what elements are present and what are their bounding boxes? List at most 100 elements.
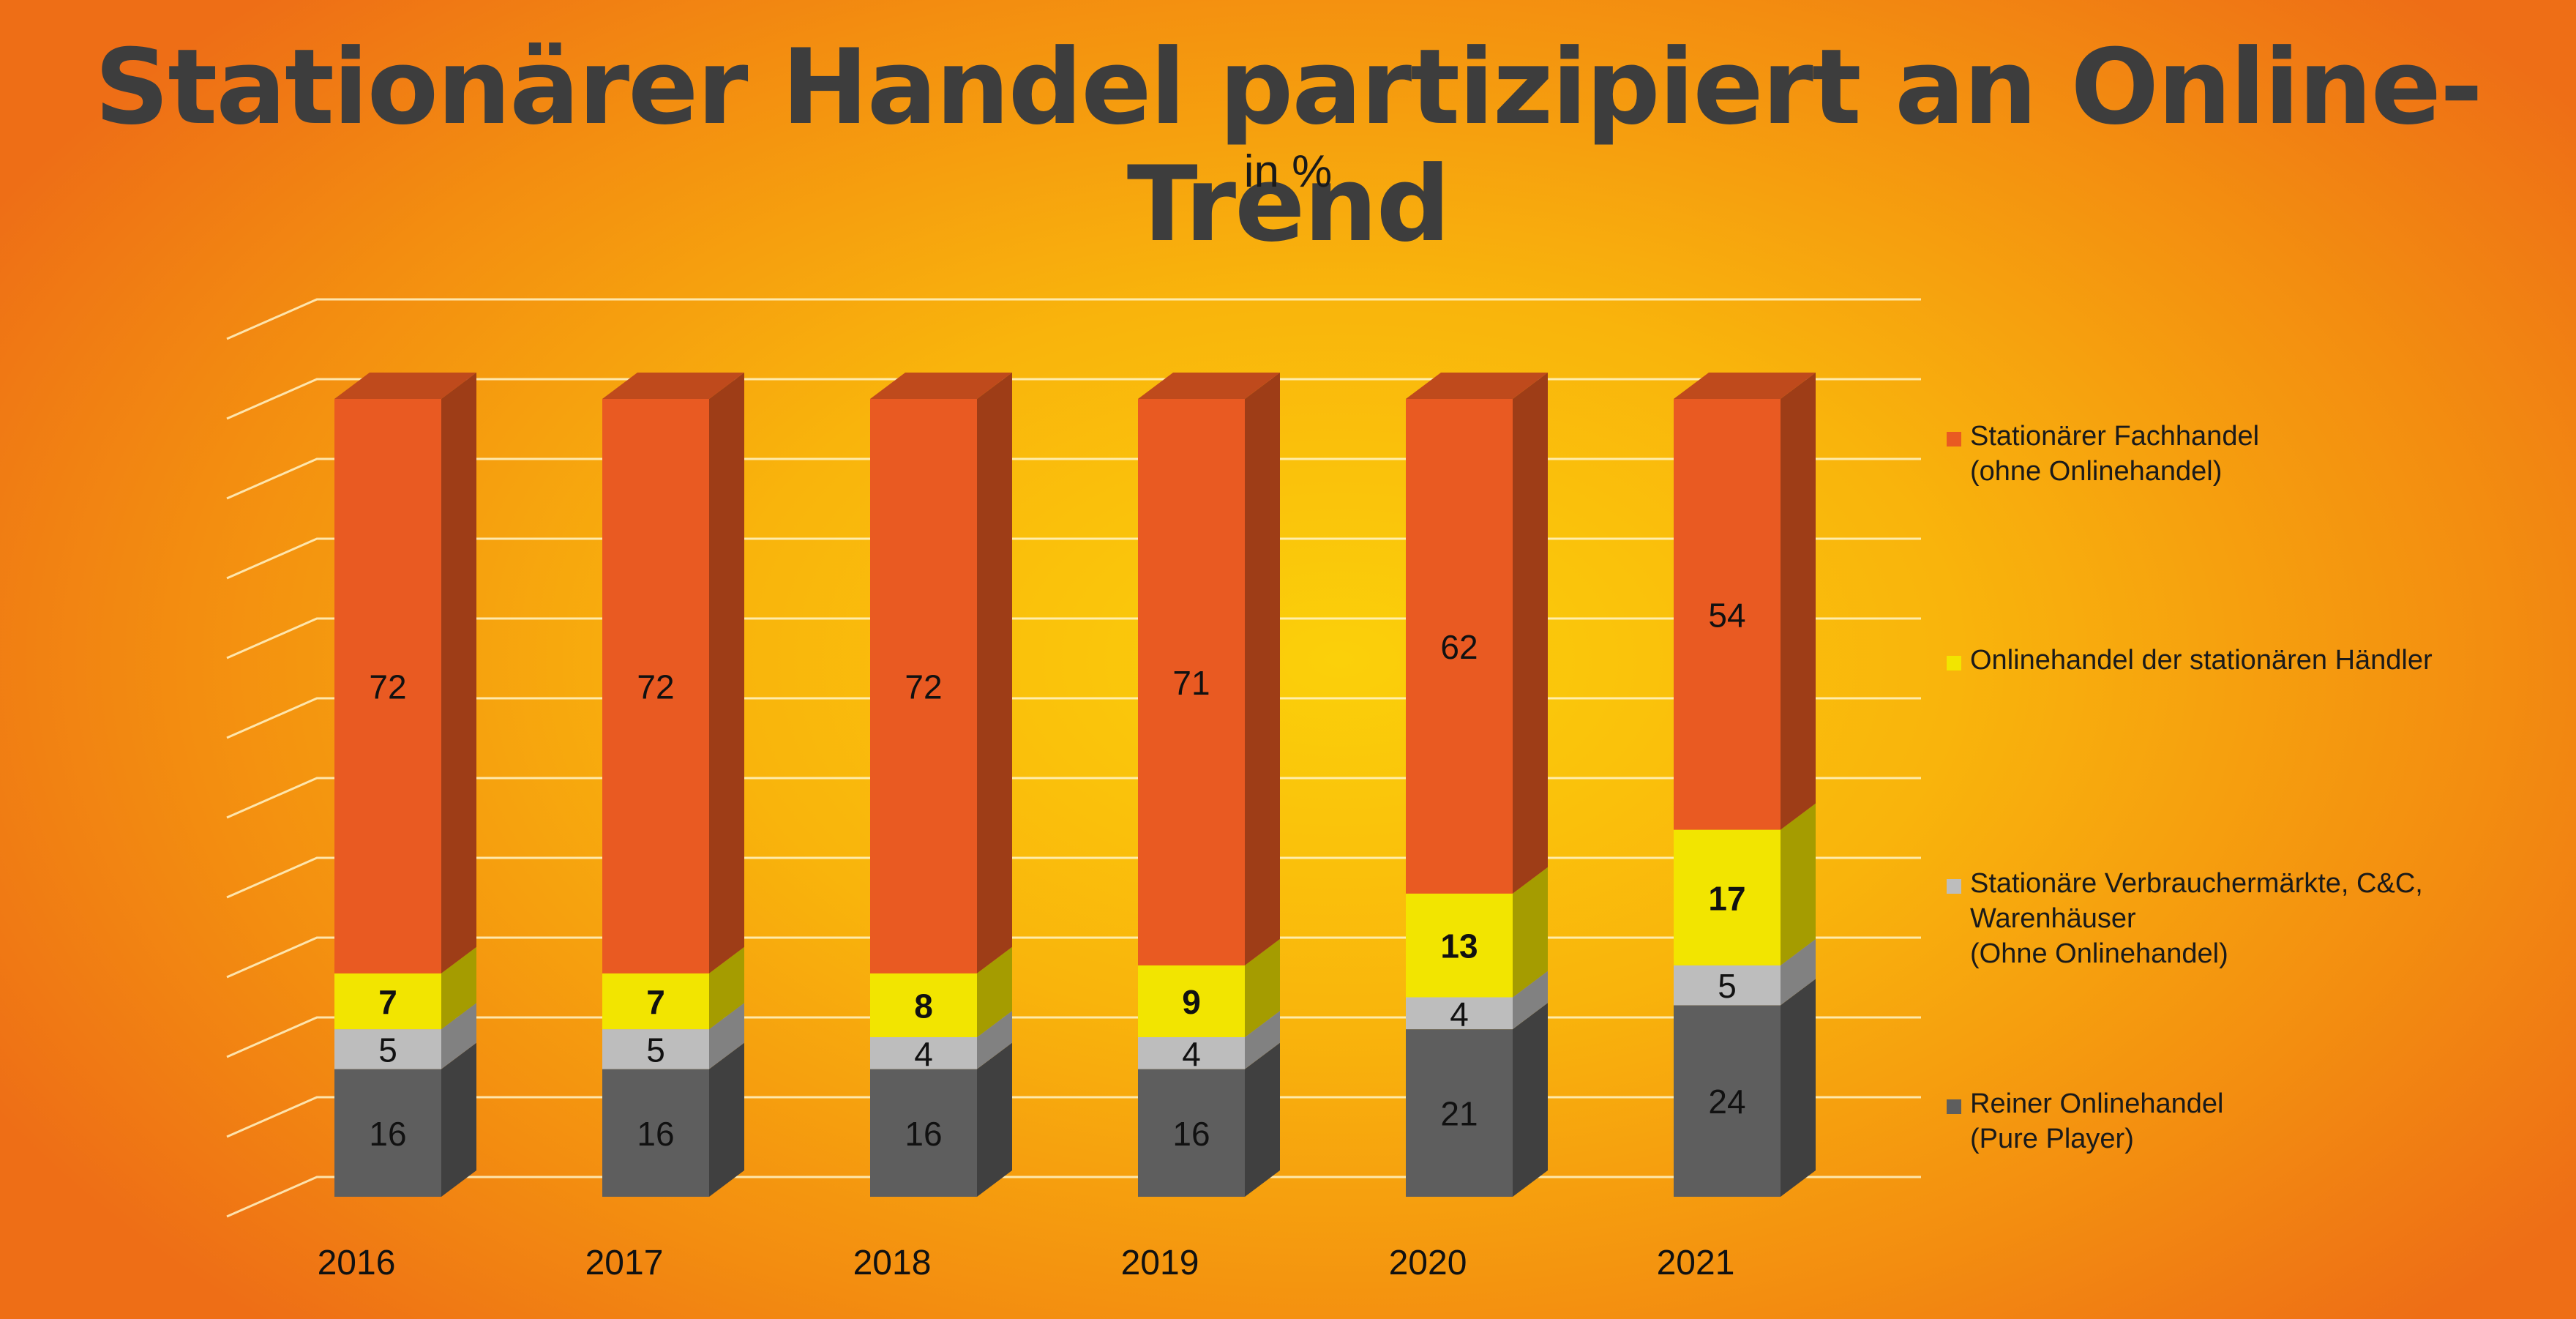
bar-side-fachhandel-2019 [1245,373,1280,965]
bar-side-fachhandel-2021 [1781,373,1816,830]
value-label-fachhandel-2016: 72 [369,668,406,706]
bar-verbrauchermaerkte-2016 [334,1029,441,1069]
value-label-pureplayer-2018: 16 [905,1115,942,1153]
bars [334,373,1816,1197]
x-tick-label-2017: 2017 [585,1244,664,1282]
chart-title: Stationärer Handel partizipiert an Onlin… [94,27,2483,265]
bar-onlinestationaer-2017 [602,973,709,1030]
legend-label-pure-player: Reiner Onlinehandel (Pure Player) [1970,1088,2224,1154]
value-label-fachhandel-2021: 54 [1708,596,1745,634]
value-label-verbrauchermaerkte-2018: 4 [914,1035,933,1073]
x-tick-label-2020: 2020 [1389,1244,1467,1282]
legend-label-onlinehandel-stationaer: Onlinehandel der stationären Händler [1970,645,2433,676]
value-label-pureplayer-2016: 16 [369,1115,406,1153]
bar-top-fachhandel-2017 [602,373,744,399]
bar-side-onlinestationaer-2018 [977,946,1012,1037]
legend-label-fachhandel: Stationärer Fachhandel (ohne Onlinehande… [1970,421,2260,487]
gridline-80 [226,537,1921,580]
bar-fachhandel-2019 [1138,399,1245,965]
bar-side-pureplayer-2019 [1245,1042,1280,1197]
legend-swatch-fachhandel [1947,432,1961,446]
bar-top-fachhandel-2016 [334,373,476,399]
bar-verbrauchermaerkte-2020 [1406,997,1513,1030]
bar-side-pureplayer-2016 [441,1042,476,1197]
bar-pureplayer-2021 [1674,1005,1781,1197]
bar-pureplayer-2018 [870,1069,977,1197]
bar-fachhandel-2017 [602,399,709,974]
value-label-verbrauchermaerkte-2019: 4 [1182,1035,1201,1073]
bar-side-pureplayer-2020 [1513,1003,1548,1197]
bar-verbrauchermaerkte-2021 [1674,965,1781,1006]
value-label-fachhandel-2019: 71 [1172,664,1210,702]
bar-verbrauchermaerkte-2017 [602,1029,709,1069]
x-tick-label-2021: 2021 [1657,1244,1735,1282]
value-label-pureplayer-2019: 16 [1172,1115,1210,1153]
bar-side-pureplayer-2018 [977,1042,1012,1197]
gridline-110 [226,298,1921,340]
bar-top-fachhandel-2021 [1674,373,1816,399]
value-label-onlinestationaer-2021: 17 [1708,879,1745,917]
value-label-onlinestationaer-2019: 9 [1182,983,1201,1021]
value-label-fachhandel-2018: 72 [905,668,942,706]
gridline-60 [226,697,1921,739]
value-label-onlinestationaer-2016: 7 [378,983,397,1021]
bar-side-verbrauchermaerkte-2016 [441,1003,476,1069]
gridline-90 [226,457,1921,500]
bar-pureplayer-2017 [602,1069,709,1197]
chart-subtitle: in % [1243,146,1333,197]
bar-onlinestationaer-2016 [334,973,441,1030]
bar-onlinestationaer-2018 [870,973,977,1037]
x-tick-label-2018: 2018 [853,1244,932,1282]
bar-verbrauchermaerkte-2018 [870,1037,977,1069]
bar-side-onlinestationaer-2017 [709,946,744,1030]
bar-side-verbrauchermaerkte-2021 [1781,938,1816,1006]
x-tick-label-2016: 2016 [318,1244,396,1282]
gridlines [226,298,1921,1218]
bar-top-fachhandel-2020 [1406,373,1548,399]
bar-pureplayer-2019 [1138,1069,1245,1197]
x-tick-label-2019: 2019 [1121,1244,1199,1282]
gridline-30 [226,936,1921,979]
bar-pureplayer-2020 [1406,1029,1513,1197]
bar-side-verbrauchermaerkte-2020 [1513,971,1548,1030]
bar-fachhandel-2020 [1406,399,1513,894]
gridline-70 [226,617,1921,660]
value-label-onlinestationaer-2018: 8 [914,987,933,1025]
gridline-0 [226,1176,1921,1218]
bar-side-verbrauchermaerkte-2019 [1245,1011,1280,1069]
x-axis-labels: 2016 2017 2018 2019 2020 2021 [318,1244,1735,1282]
bar-side-verbrauchermaerkte-2017 [709,1003,744,1069]
legend-swatch-onlinehandel-stationaer [1947,656,1961,670]
legend-swatch-verbrauchermaerkte [1947,879,1961,894]
legend-swatch-pure-player [1947,1099,1961,1114]
value-label-onlinestationaer-2020: 13 [1440,927,1478,965]
bar-side-pureplayer-2017 [709,1042,744,1197]
gridline-20 [226,1016,1921,1058]
value-label-pureplayer-2021: 24 [1708,1083,1745,1121]
bar-top-fachhandel-2019 [1138,373,1280,399]
value-label-verbrauchermaerkte-2017: 5 [646,1031,665,1069]
bar-top-fachhandel-2018 [870,373,1012,399]
value-label-pureplayer-2020: 21 [1440,1095,1478,1133]
bar-side-onlinestationaer-2021 [1781,803,1816,965]
value-label-pureplayer-2017: 16 [637,1115,674,1153]
value-label-verbrauchermaerkte-2020: 4 [1450,995,1469,1033]
legend-label-verbrauchermaerkte: Stationäre Verbrauchermärkte, C&C, Waren… [1970,868,2423,969]
bar-onlinestationaer-2019 [1138,965,1245,1037]
bar-side-pureplayer-2021 [1781,979,1816,1197]
bar-fachhandel-2021 [1674,399,1781,830]
value-label-verbrauchermaerkte-2016: 5 [378,1031,397,1069]
bar-side-onlinestationaer-2016 [441,946,476,1030]
bar-side-fachhandel-2016 [441,373,476,974]
bar-fachhandel-2018 [870,399,977,974]
gridline-50 [226,777,1921,819]
value-labels: 16 5 7 72 16 5 7 72 16 4 8 72 16 4 9 71 21 4 13 62 24 5 17 54 [369,596,1745,1153]
gridline-10 [226,1096,1921,1138]
bar-side-fachhandel-2020 [1513,373,1548,894]
bar-side-fachhandel-2017 [709,373,744,974]
gridline-40 [226,856,1921,899]
bar-onlinestationaer-2020 [1406,893,1513,998]
value-label-verbrauchermaerkte-2021: 5 [1718,967,1737,1005]
bar-side-verbrauchermaerkte-2018 [977,1011,1012,1069]
